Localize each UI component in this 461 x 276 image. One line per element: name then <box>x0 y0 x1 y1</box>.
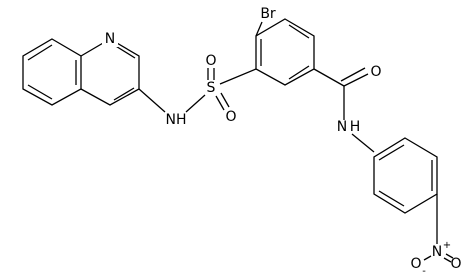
nitrophenyl-ring <box>373 137 438 214</box>
double-bond <box>113 44 136 59</box>
atom-label: O <box>410 256 421 272</box>
double-bond <box>378 190 405 207</box>
bond <box>445 253 454 259</box>
atom-label: H <box>350 119 361 135</box>
atom-label: NH <box>166 112 187 128</box>
atom-label: N <box>337 119 347 135</box>
bond <box>215 95 225 111</box>
bond <box>313 68 345 87</box>
double-bond <box>288 24 310 39</box>
bond <box>220 92 230 108</box>
pyridine-ring <box>80 38 140 106</box>
bond <box>443 257 452 263</box>
bond <box>423 255 432 261</box>
atom-label: O <box>225 109 236 125</box>
atom-label: N <box>432 244 442 260</box>
bond <box>343 73 369 87</box>
atom-label: O <box>370 64 381 80</box>
bond <box>219 68 257 85</box>
atom-label: O <box>450 256 461 272</box>
double-bond <box>113 87 135 101</box>
bond <box>255 21 263 37</box>
atom-label: N <box>105 31 115 47</box>
atom-label: O <box>205 53 216 69</box>
double-bond <box>27 84 53 100</box>
bond <box>185 94 206 113</box>
charge: + <box>443 240 451 251</box>
double-bond <box>288 65 310 80</box>
bond <box>351 133 375 153</box>
atom-label: S <box>207 80 216 96</box>
atom-label: Br <box>260 6 276 22</box>
bond <box>340 67 366 82</box>
charge: - <box>422 266 426 276</box>
double-bond <box>27 44 53 61</box>
benzene-ring <box>255 18 315 86</box>
double-bond <box>378 144 405 161</box>
benzo-ring <box>22 38 82 106</box>
bond <box>138 88 166 113</box>
